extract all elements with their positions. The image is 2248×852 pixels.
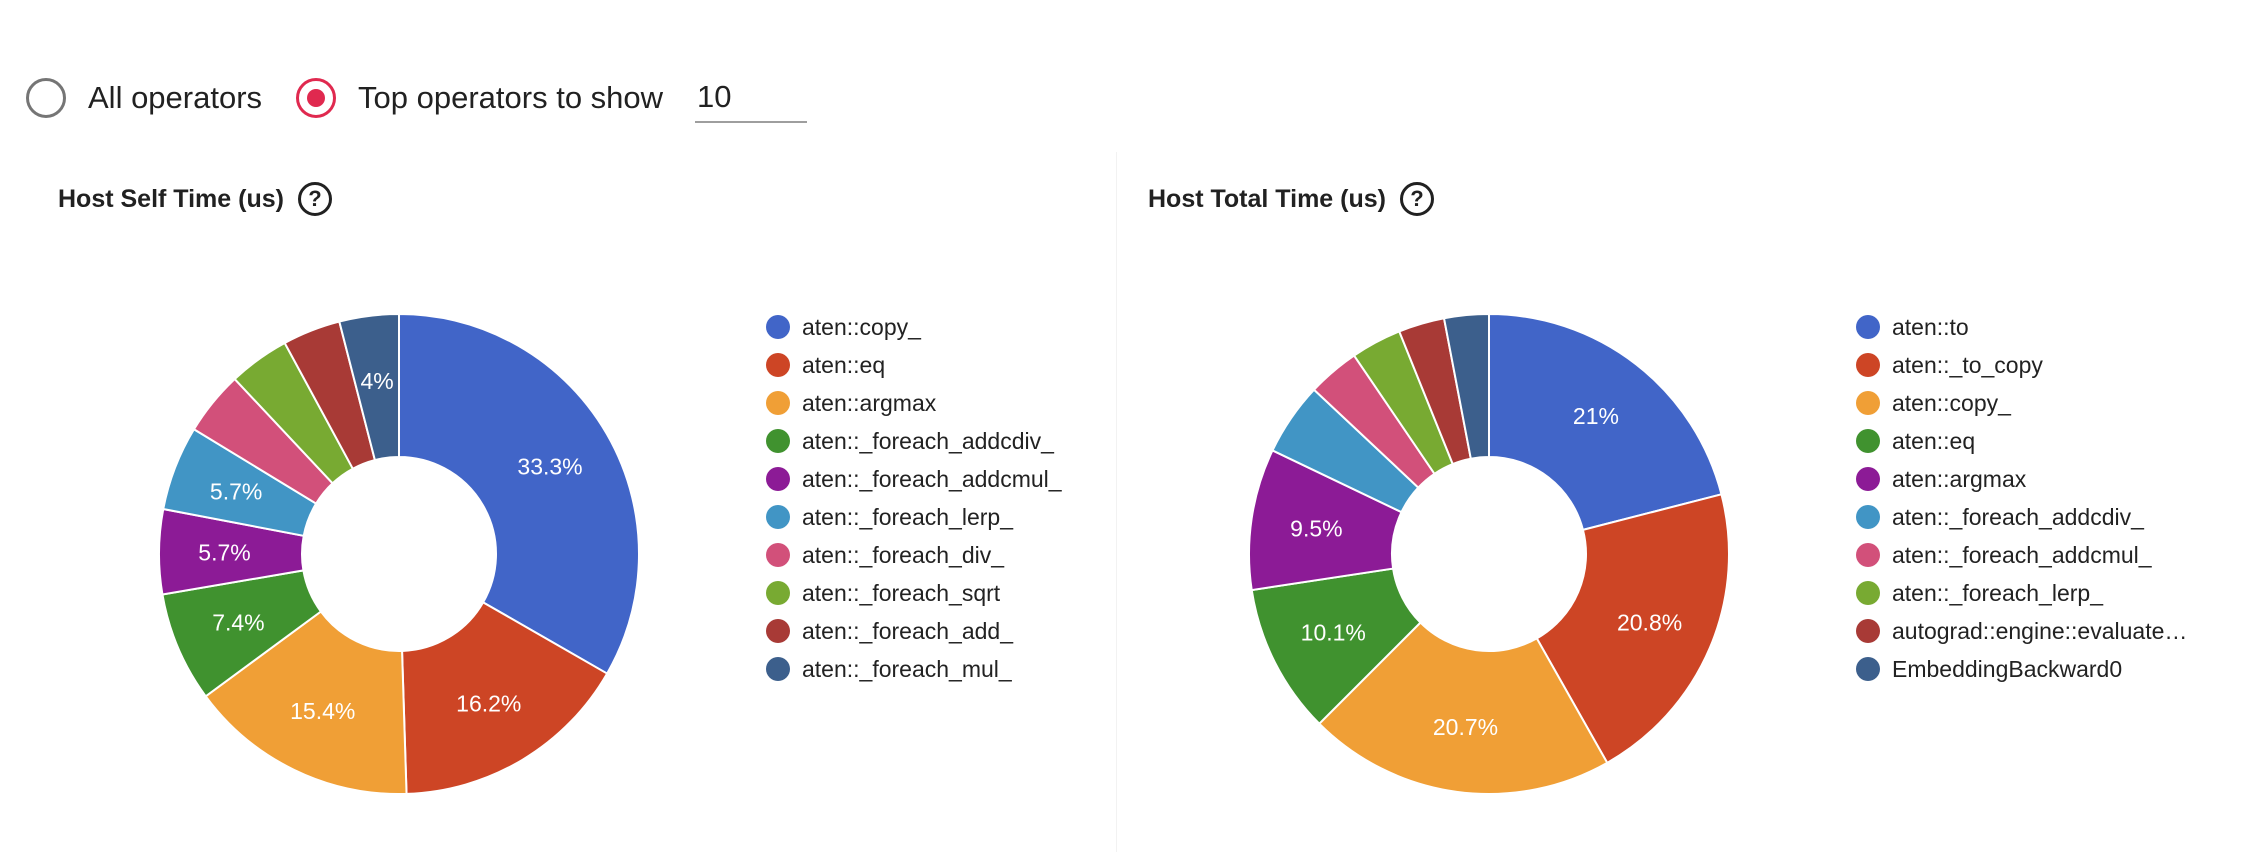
- self-legend-label: aten::_foreach_addcdiv_: [802, 428, 1055, 454]
- total-legend-item-aten-to[interactable]: aten::to: [1856, 314, 1969, 340]
- panel-divider: [1116, 152, 1117, 852]
- total-legend-swatch: [1856, 657, 1880, 681]
- self-legend-label: aten::_foreach_add_: [802, 618, 1014, 644]
- all-operators-label[interactable]: All operators: [88, 80, 263, 115]
- total-legend-item-aten-to-copy[interactable]: aten::_to_copy: [1856, 352, 2043, 378]
- self-legend-item-aten-foreach-mul[interactable]: aten::_foreach_mul_: [766, 656, 1013, 682]
- self-legend-item-aten-foreach-lerp[interactable]: aten::_foreach_lerp_: [766, 504, 1014, 530]
- self-legend-item-aten-foreach-add[interactable]: aten::_foreach_add_: [766, 618, 1014, 644]
- total-legend-swatch: [1856, 315, 1880, 339]
- host-self-time-donut-chart: 33.3%16.2%15.4%7.4%5.7%5.7%4%aten::copy_…: [158, 312, 1063, 795]
- total-legend-item-aten-eq[interactable]: aten::eq: [1856, 428, 1975, 454]
- total-legend-label: aten::eq: [1892, 428, 1975, 454]
- total-slice-aten-to-copy[interactable]: [1535, 493, 1730, 765]
- self-slice-label-aten-foreach-addcmul: 5.7%: [198, 539, 250, 565]
- self-legend-item-aten-foreach-addcmul[interactable]: aten::_foreach_addcmul_: [766, 466, 1063, 492]
- host-total-time-panel: Host Total Time (us) ? 21% 20.8% 20.7% 10.1…: [1116, 152, 2206, 852]
- top-operators-count-input[interactable]: [695, 73, 808, 123]
- operator-filter-controls: All operators Top operators to show: [26, 68, 808, 128]
- host-self-time-header: Host Self Time (us) ?: [58, 182, 332, 216]
- self-legend-swatch: [766, 505, 790, 529]
- self-slice-label-aten-foreach-mul: 4%: [361, 368, 394, 394]
- total-slice-label-aten-copy: 20.7%: [1433, 714, 1498, 740]
- self-slice-aten-foreach-mul[interactable]: [338, 312, 400, 462]
- self-legend-label: aten::copy_: [802, 314, 922, 340]
- total-legend-item-aten-foreach-addcmul[interactable]: aten::_foreach_addcmul_: [1856, 542, 2153, 568]
- total-legend-item-aten-copy[interactable]: aten::copy_: [1856, 390, 2012, 416]
- total-legend-swatch: [1856, 619, 1880, 643]
- self-slice-label-aten-eq: 16.2%: [456, 691, 521, 717]
- total-legend-label: aten::to: [1892, 314, 1969, 340]
- total-legend-swatch: [1856, 543, 1880, 567]
- self-legend-label: aten::_foreach_mul_: [802, 656, 1013, 682]
- total-legend-label: aten::_foreach_addcdiv_: [1892, 504, 2145, 530]
- total-legend-item-aten-foreach-addcdiv[interactable]: aten::_foreach_addcdiv_: [1856, 504, 2145, 530]
- total-legend-label: aten::_foreach_lerp_: [1892, 580, 2104, 606]
- total-legend-swatch: [1856, 353, 1880, 377]
- total-legend-label: aten::argmax: [1892, 466, 2027, 492]
- host-self-time-panel: Host Self Time (us) ? 33.3% 16.2% 15.4% 7.4…: [26, 152, 1116, 852]
- help-icon[interactable]: ?: [297, 182, 332, 216]
- self-slice-label-aten-foreach-addcdiv: 7.4%: [212, 609, 264, 635]
- self-slice-aten-copy[interactable]: [398, 312, 640, 675]
- self-slice-label-aten-argmax: 15.4%: [290, 698, 355, 724]
- self-legend-item-aten-foreach-addcdiv[interactable]: aten::_foreach_addcdiv_: [766, 428, 1055, 454]
- self-legend-swatch: [766, 315, 790, 339]
- all-operators-option[interactable]: All operators: [26, 78, 262, 118]
- self-legend-label: aten::argmax: [802, 390, 937, 416]
- self-legend-label: aten::_foreach_sqrt: [802, 580, 1001, 606]
- self-legend-item-aten-foreach-div[interactable]: aten::_foreach_div_: [766, 542, 1005, 568]
- total-slice-label-aten-eq: 10.1%: [1301, 620, 1366, 646]
- host-total-time-header: Host Total Time (us) ?: [1148, 182, 1434, 216]
- total-slice-label-aten-to: 21%: [1573, 403, 1619, 429]
- total-slice-aten-to[interactable]: [1488, 312, 1723, 532]
- total-slice-embeddingbackward0[interactable]: [1442, 312, 1490, 460]
- all-operators-radio[interactable]: [26, 78, 66, 118]
- self-legend-item-aten-eq[interactable]: aten::eq: [766, 352, 885, 378]
- total-legend-swatch: [1856, 505, 1880, 529]
- total-legend-label: aten::copy_: [1892, 390, 2012, 416]
- self-legend-item-aten-copy[interactable]: aten::copy_: [766, 314, 922, 340]
- total-legend-item-aten-foreach-lerp[interactable]: aten::_foreach_lerp_: [1856, 580, 2104, 606]
- self-legend-swatch: [766, 543, 790, 567]
- self-legend-swatch: [766, 353, 790, 377]
- self-slice-label-aten-foreach-lerp: 5.7%: [210, 478, 262, 504]
- help-icon[interactable]: ?: [1399, 182, 1434, 216]
- total-legend-item-embeddingbackward0[interactable]: EmbeddingBackward0: [1856, 656, 2122, 682]
- self-legend-label: aten::eq: [802, 352, 885, 378]
- self-legend-label: aten::_foreach_div_: [802, 542, 1005, 568]
- total-legend-label: aten::_foreach_addcmul_: [1892, 542, 2153, 568]
- total-legend-item-autograd-engine-evaluate[interactable]: autograd::engine::evaluate…: [1856, 618, 2187, 644]
- total-legend-label: EmbeddingBackward0: [1892, 656, 2122, 682]
- total-legend-swatch: [1856, 391, 1880, 415]
- top-operators-label[interactable]: Top operators to show: [358, 80, 664, 115]
- host-self-time-title: Host Self Time (us): [58, 184, 284, 213]
- total-legend-swatch: [1856, 581, 1880, 605]
- self-legend-item-aten-argmax[interactable]: aten::argmax: [766, 390, 937, 416]
- top-operators-option[interactable]: Top operators to show: [296, 78, 663, 118]
- self-legend-label: aten::_foreach_lerp_: [802, 504, 1014, 530]
- self-legend-swatch: [766, 429, 790, 453]
- total-slice-label-aten-to-copy: 20.8%: [1617, 609, 1682, 635]
- self-legend-label: aten::_foreach_addcmul_: [802, 466, 1063, 492]
- self-slice-aten-eq[interactable]: [401, 600, 609, 795]
- total-legend-label: aten::_to_copy: [1892, 352, 2043, 378]
- total-legend-item-aten-argmax[interactable]: aten::argmax: [1856, 466, 2027, 492]
- total-legend-swatch: [1856, 467, 1880, 491]
- total-legend-label: autograd::engine::evaluate…: [1892, 618, 2187, 644]
- self-legend-swatch: [766, 581, 790, 605]
- host-total-time-donut-chart: 21%20.8%20.7% 10.1% 9.5% aten::toaten::_to_…: [1248, 312, 2187, 795]
- top-operators-radio[interactable]: [296, 78, 337, 118]
- total-legend-swatch: [1856, 429, 1880, 453]
- self-legend-item-aten-foreach-sqrt[interactable]: aten::_foreach_sqrt: [766, 580, 1001, 606]
- host-total-time-title: Host Total Time (us): [1148, 184, 1386, 213]
- self-legend-swatch: [766, 619, 790, 643]
- self-slice-aten-argmax[interactable]: [204, 610, 408, 795]
- self-legend-swatch: [766, 657, 790, 681]
- total-slice-label-aten-argmax: 9.5%: [1290, 515, 1342, 541]
- total-slice-aten-copy[interactable]: [1317, 621, 1609, 795]
- self-slice-label-aten-copy: 33.3%: [517, 454, 582, 480]
- self-legend-swatch: [766, 391, 790, 415]
- self-legend-swatch: [766, 467, 790, 491]
